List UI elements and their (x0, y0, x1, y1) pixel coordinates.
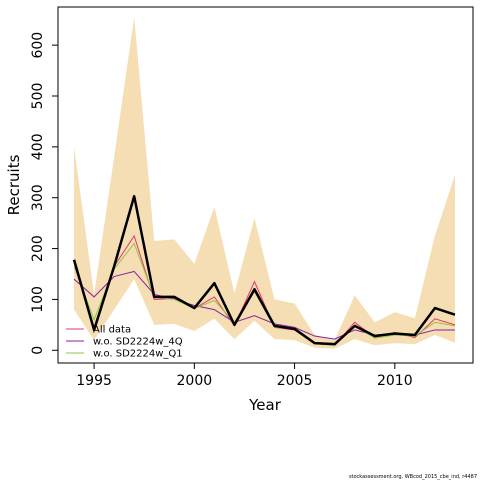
y-tick-label: 0 (30, 346, 46, 355)
plot-frame (57, 6, 474, 364)
x-axis: 1995 2000 2005 2010 (76, 363, 413, 389)
x-tick-label: 2005 (277, 373, 313, 389)
y-axis-title: Recruits (5, 154, 23, 215)
legend-label-2: w.o. SD2224w_4Q (93, 337, 183, 348)
footer-credit: stockassessment.org, WBcod_2015_cbe_ind,… (348, 474, 477, 480)
legend-label-3: w.o. SD2224w_Q1 (93, 349, 183, 360)
x-tick-label: 2000 (177, 373, 213, 389)
main-estimate-line (72, 194, 456, 346)
y-tick-label: 100 (30, 286, 46, 313)
y-tick-label: 400 (30, 133, 46, 160)
x-tick-label: 2010 (377, 373, 413, 389)
y-axis: 0 100 200 300 400 500 600 (30, 32, 58, 355)
legend-label-1: All data (93, 325, 131, 336)
y-tick-label: 600 (30, 32, 46, 59)
y-tick-label: 300 (30, 184, 46, 211)
x-axis-title: Year (248, 396, 282, 414)
plot-area (72, 17, 456, 349)
y-tick-label: 200 (30, 235, 46, 262)
x-tick-label: 1995 (76, 373, 112, 389)
y-tick-label: 500 (30, 83, 46, 110)
confidence-band (74, 17, 455, 349)
